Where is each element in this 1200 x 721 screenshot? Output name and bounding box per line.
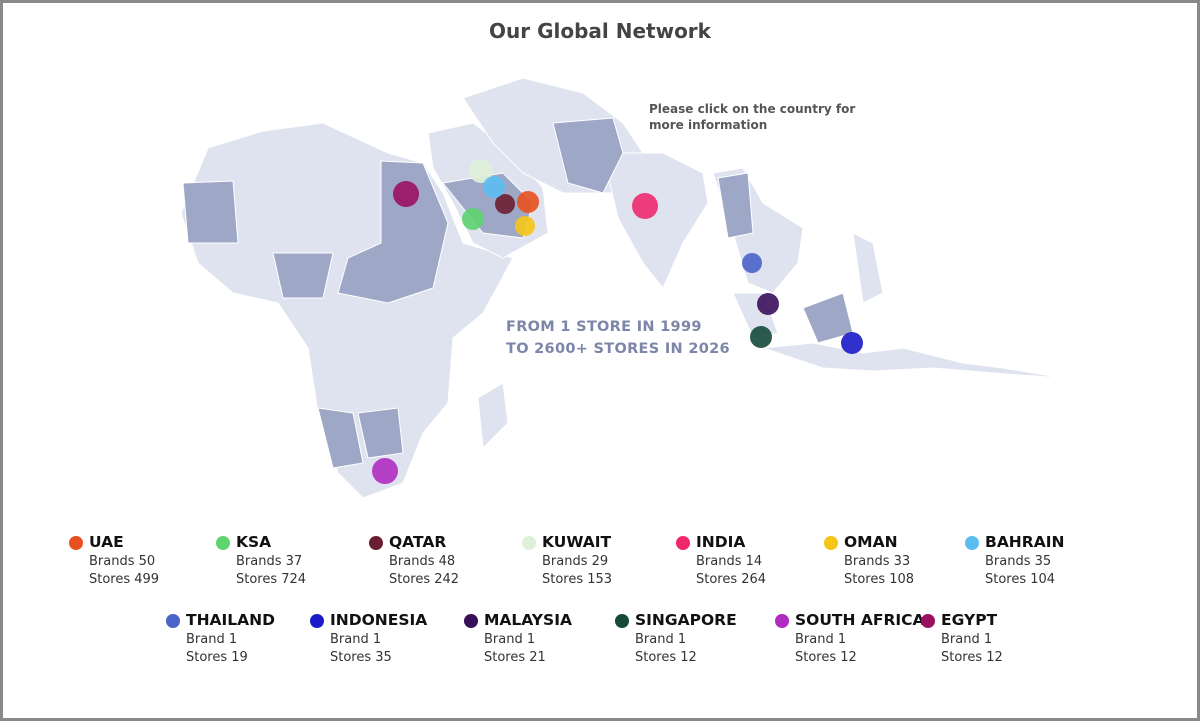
instruction-line: Please click on the country for xyxy=(649,102,856,116)
brands: Brands 29 xyxy=(542,554,609,569)
stores: Stores 499 xyxy=(89,572,160,587)
country-marker[interactable] xyxy=(742,253,762,273)
country-marker[interactable] xyxy=(632,193,658,219)
country-name: BAHRAIN xyxy=(985,533,1065,551)
legend-item[interactable]: BAHRAIN Brands 35 Stores 104 xyxy=(965,533,1065,589)
country-name: INDIA xyxy=(696,533,746,551)
country-name: THAILAND xyxy=(186,611,276,629)
country-name: SOUTH AFRICA xyxy=(795,611,925,629)
brands: Brands 50 xyxy=(89,554,156,569)
brands: Brands 48 xyxy=(389,554,456,569)
country-marker[interactable] xyxy=(462,208,484,230)
legend-dot xyxy=(310,614,324,628)
legend-dot xyxy=(824,536,838,550)
brands: Brands 37 xyxy=(236,554,303,569)
country-name: KUWAIT xyxy=(542,533,612,551)
legend-dot xyxy=(464,614,478,628)
country-name: UAE xyxy=(89,533,124,551)
tagline: FROM 1 STORE IN 1999 TO 2600+ STORES IN … xyxy=(506,316,730,360)
country-marker[interactable] xyxy=(495,194,515,214)
country-marker[interactable] xyxy=(757,293,779,315)
stores: Stores 153 xyxy=(542,572,613,587)
legend-item[interactable]: MALAYSIA Brand 1 Stores 21 xyxy=(464,611,572,667)
legend-dot xyxy=(369,536,383,550)
country-name: EGYPT xyxy=(941,611,998,629)
legend-dot xyxy=(921,614,935,628)
country-marker[interactable] xyxy=(515,216,535,236)
brands: Brand 1 xyxy=(795,632,847,647)
legend-dot xyxy=(615,614,629,628)
stores: Stores 108 xyxy=(844,572,915,587)
country-name: SINGAPORE xyxy=(635,611,737,629)
legend-dot xyxy=(522,536,536,550)
country-marker[interactable] xyxy=(469,159,493,183)
country-marker[interactable] xyxy=(517,191,539,213)
legend-dot xyxy=(775,614,789,628)
stores: Stores 19 xyxy=(186,650,248,665)
country-name: QATAR xyxy=(389,533,447,551)
country-name: OMAN xyxy=(844,533,898,551)
country-marker[interactable] xyxy=(483,176,505,198)
stores: Stores 12 xyxy=(941,650,1003,665)
stores: Stores 12 xyxy=(795,650,857,665)
title: Our Global Network xyxy=(489,19,711,43)
stores: Stores 242 xyxy=(389,572,460,587)
brands: Brand 1 xyxy=(186,632,238,647)
legend-item[interactable]: INDIA Brands 14 Stores 264 xyxy=(676,533,767,589)
legend-item[interactable]: QATAR Brands 48 Stores 242 xyxy=(369,533,460,589)
country-name: INDONESIA xyxy=(330,611,428,629)
brands: Brand 1 xyxy=(941,632,993,647)
stores: Stores 724 xyxy=(236,572,307,587)
legend-dot xyxy=(166,614,180,628)
legend-item[interactable]: KUWAIT Brands 29 Stores 153 xyxy=(522,533,613,589)
stores: Stores 21 xyxy=(484,650,546,665)
legend-item[interactable]: SOUTH AFRICA Brand 1 Stores 12 xyxy=(775,611,925,667)
brands: Brands 35 xyxy=(985,554,1052,569)
brands: Brand 1 xyxy=(635,632,687,647)
brands: Brands 14 xyxy=(696,554,763,569)
tagline-line: FROM 1 STORE IN 1999 xyxy=(506,319,702,335)
country-marker[interactable] xyxy=(841,332,863,354)
legend-item[interactable]: SINGAPORE Brand 1 Stores 12 xyxy=(615,611,737,667)
legend-dot xyxy=(69,536,83,550)
legend-item[interactable]: THAILAND Brand 1 Stores 19 xyxy=(166,611,276,667)
map xyxy=(180,77,1064,499)
legend-item[interactable]: INDONESIA Brand 1 Stores 35 xyxy=(310,611,428,667)
brands: Brand 1 xyxy=(330,632,382,647)
legend-item[interactable]: OMAN Brands 33 Stores 108 xyxy=(824,533,915,589)
stores: Stores 264 xyxy=(696,572,767,587)
legend-dot xyxy=(216,536,230,550)
country-marker[interactable] xyxy=(372,458,398,484)
stores: Stores 104 xyxy=(985,572,1056,587)
country-marker[interactable] xyxy=(393,181,419,207)
stores: Stores 12 xyxy=(635,650,697,665)
country-name: KSA xyxy=(236,533,272,551)
stores: Stores 35 xyxy=(330,650,392,665)
brands: Brands 33 xyxy=(844,554,911,569)
tagline-line: TO 2600+ STORES IN 2026 xyxy=(506,341,730,357)
legend-item[interactable]: KSA Brands 37 Stores 724 xyxy=(216,533,307,589)
legend-dot xyxy=(676,536,690,550)
legend-dot xyxy=(965,536,979,550)
instruction-line: more information xyxy=(649,118,768,132)
legend-item[interactable]: EGYPT Brand 1 Stores 12 xyxy=(921,611,1003,667)
country-name: MALAYSIA xyxy=(484,611,572,629)
country-marker[interactable] xyxy=(750,326,772,348)
brands: Brand 1 xyxy=(484,632,536,647)
instruction: Please click on the country for more inf… xyxy=(649,101,855,133)
legend-item[interactable]: UAE Brands 50 Stores 499 xyxy=(69,533,160,589)
